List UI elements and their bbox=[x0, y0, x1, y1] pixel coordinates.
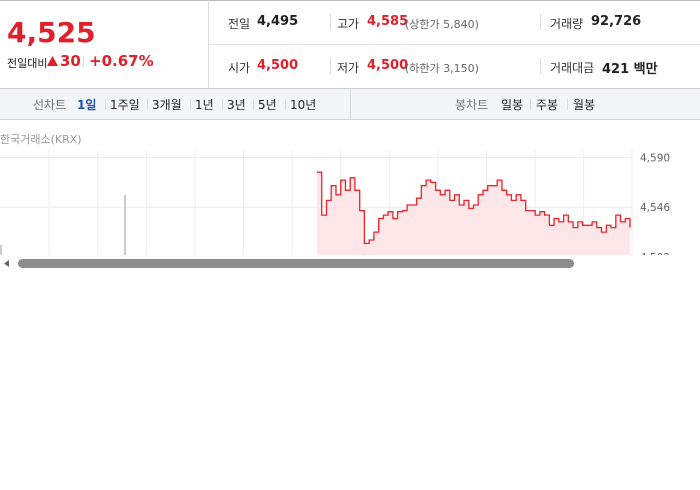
y-tick-label: 4,546 bbox=[640, 202, 670, 214]
quote-label: 거래량 bbox=[550, 17, 584, 31]
divider bbox=[208, 0, 209, 88]
change-rate: +0.67% bbox=[89, 52, 154, 70]
tab-group-label: 봉차트 bbox=[455, 98, 489, 112]
quote-label: 저가 bbox=[337, 61, 360, 75]
row-divider bbox=[209, 44, 700, 45]
y-tick-label: 4,590 bbox=[640, 152, 670, 164]
y-tick-label: 4,502 bbox=[640, 252, 670, 255]
divider bbox=[253, 99, 254, 110]
quote-label: 거래대금 bbox=[550, 61, 595, 75]
quote-note: (상한가 5,840) bbox=[405, 18, 479, 31]
quote-value: 4,495 bbox=[257, 14, 299, 29]
divider bbox=[190, 99, 191, 110]
quote-label: 전일 bbox=[228, 17, 251, 31]
tab[interactable]: 1년 bbox=[195, 98, 214, 112]
tab[interactable]: 1일 bbox=[77, 98, 97, 112]
divider bbox=[540, 58, 541, 74]
quote-value: 421 백만 bbox=[602, 62, 658, 77]
divider bbox=[285, 99, 286, 110]
tab[interactable]: 3년 bbox=[227, 98, 246, 112]
quote-value: 4,585 bbox=[367, 14, 409, 29]
divider bbox=[350, 89, 351, 119]
scrollbar[interactable] bbox=[0, 255, 700, 268]
divider bbox=[105, 99, 106, 110]
divider bbox=[147, 99, 148, 110]
area bbox=[317, 172, 630, 255]
quote-label: 시가 bbox=[228, 61, 251, 75]
up-arrow bbox=[47, 56, 58, 66]
divider bbox=[222, 99, 223, 110]
divider bbox=[540, 14, 541, 30]
divider bbox=[330, 58, 331, 74]
quote-label: 고가 bbox=[337, 17, 360, 31]
tab[interactable]: 월봉 bbox=[573, 98, 596, 112]
tab[interactable]: 일봉 bbox=[501, 98, 524, 112]
quote-value: 4,500 bbox=[257, 58, 299, 73]
price: 4,525 bbox=[7, 16, 96, 49]
scrollbar-graphic bbox=[4, 259, 574, 268]
divider bbox=[530, 99, 531, 110]
tab[interactable]: 5년 bbox=[258, 98, 277, 112]
quote-note: (하한가 3,150) bbox=[405, 62, 479, 75]
change-label: 전일대비 bbox=[7, 57, 48, 70]
source: 한국거래소(KRX) bbox=[0, 133, 82, 146]
quote-value: 4,500 bbox=[367, 58, 409, 73]
quote-value: 92,726 bbox=[591, 14, 642, 29]
line bbox=[317, 171, 631, 245]
change: 30 bbox=[60, 52, 81, 70]
tab[interactable]: 주봉 bbox=[536, 98, 559, 112]
divider bbox=[567, 99, 568, 110]
tab[interactable]: 1주일 bbox=[110, 98, 140, 112]
divider bbox=[83, 56, 84, 68]
row-divider bbox=[0, 88, 700, 89]
top-border bbox=[0, 0, 700, 1]
tab[interactable]: 10년 bbox=[290, 98, 317, 112]
tab-group-label: 선차트 bbox=[33, 98, 67, 112]
divider bbox=[330, 14, 331, 30]
chart: 4,590 4,546 4,502 bbox=[0, 150, 670, 255]
tab[interactable]: 3개월 bbox=[152, 98, 182, 112]
